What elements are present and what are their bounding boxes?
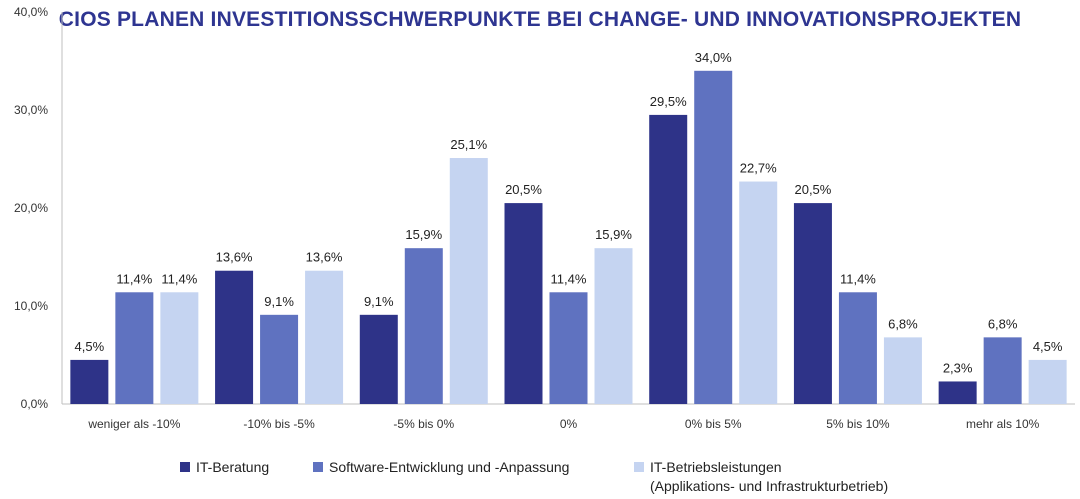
bar — [215, 270, 254, 404]
bar-value-label: 11,4% — [840, 271, 876, 286]
bar — [359, 314, 398, 404]
bar-value-label: 4,5% — [75, 339, 105, 354]
legend-swatch-software-entwicklung — [313, 462, 323, 472]
bar-value-label: 13,6% — [216, 250, 253, 265]
legend-label-it-beratung: IT-Beratung — [196, 459, 270, 475]
bar — [594, 248, 633, 404]
x-tick-label: 0% — [560, 417, 578, 431]
bar-value-label: 20,5% — [505, 182, 542, 197]
legend-swatch-it-betriebsleistungen — [634, 462, 644, 472]
bar — [1028, 359, 1067, 404]
x-tick-label: 5% bis 10% — [826, 417, 890, 431]
bar — [115, 292, 154, 404]
bar-value-label: 2,3% — [943, 360, 973, 375]
bar-value-label: 9,1% — [264, 294, 294, 309]
bar — [938, 381, 977, 404]
legend-label-it-betriebsleistungen: IT-Betriebsleistungen — [650, 459, 782, 475]
y-tick-label: 10,0% — [14, 299, 48, 313]
bar — [504, 203, 543, 404]
bar — [260, 314, 299, 404]
bar — [160, 292, 199, 404]
bar-value-label: 15,9% — [405, 227, 442, 242]
x-tick-label: mehr als 10% — [966, 417, 1040, 431]
legend-swatch-it-beratung — [180, 462, 190, 472]
bar-value-label: 20,5% — [794, 182, 831, 197]
legend-label-it-betriebsleistungen-line2: (Applikations- und Infrastrukturbetrieb) — [650, 478, 889, 494]
x-tick-label: weniger als -10% — [87, 417, 180, 431]
x-tick-label: 0% bis 5% — [685, 417, 742, 431]
legend-item-software-entwicklung: Software-Entwicklung und -Anpassung — [313, 458, 569, 477]
bar-value-label: 13,6% — [306, 250, 343, 265]
bar — [449, 158, 488, 404]
bar-value-label: 34,0% — [695, 50, 732, 65]
bar — [694, 70, 733, 405]
bar — [549, 292, 588, 404]
x-tick-label: -5% bis 0% — [393, 417, 454, 431]
bar-value-label: 6,8% — [988, 316, 1018, 331]
bar — [404, 248, 443, 404]
bar — [739, 181, 778, 404]
legend-item-it-betriebsleistungen: IT-Betriebsleistungen (Applikations- und… — [634, 458, 888, 496]
bar-value-label: 9,1% — [364, 294, 394, 309]
bar-value-label: 11,4% — [551, 271, 587, 286]
bar-value-label: 6,8% — [888, 316, 918, 331]
legend-item-it-beratung: IT-Beratung — [180, 458, 269, 477]
bar-value-label: 15,9% — [595, 227, 632, 242]
bar-value-label: 25,1% — [450, 137, 487, 152]
y-tick-label: 40,0% — [14, 5, 48, 19]
bar — [70, 359, 109, 404]
chart-title: CIOS PLANEN INVESTITIONSSCHWERPUNKTE BEI… — [58, 8, 1022, 31]
bar — [838, 292, 877, 404]
y-tick-label: 20,0% — [14, 201, 48, 215]
bar — [305, 270, 344, 404]
bar-value-label: 11,4% — [161, 271, 197, 286]
bar-value-label: 29,5% — [650, 94, 687, 109]
x-tick-label: -10% bis -5% — [243, 417, 315, 431]
bar-value-label: 11,4% — [116, 271, 152, 286]
bar-value-label: 4,5% — [1033, 339, 1063, 354]
bar — [649, 114, 688, 405]
bar — [983, 337, 1022, 404]
bar-value-label: 22,7% — [740, 161, 777, 176]
legend-label-software-entwicklung: Software-Entwicklung und -Anpassung — [329, 459, 570, 475]
bar — [793, 203, 832, 404]
y-tick-label: 0,0% — [21, 397, 49, 411]
bar — [883, 337, 922, 404]
y-tick-label: 30,0% — [14, 103, 48, 117]
